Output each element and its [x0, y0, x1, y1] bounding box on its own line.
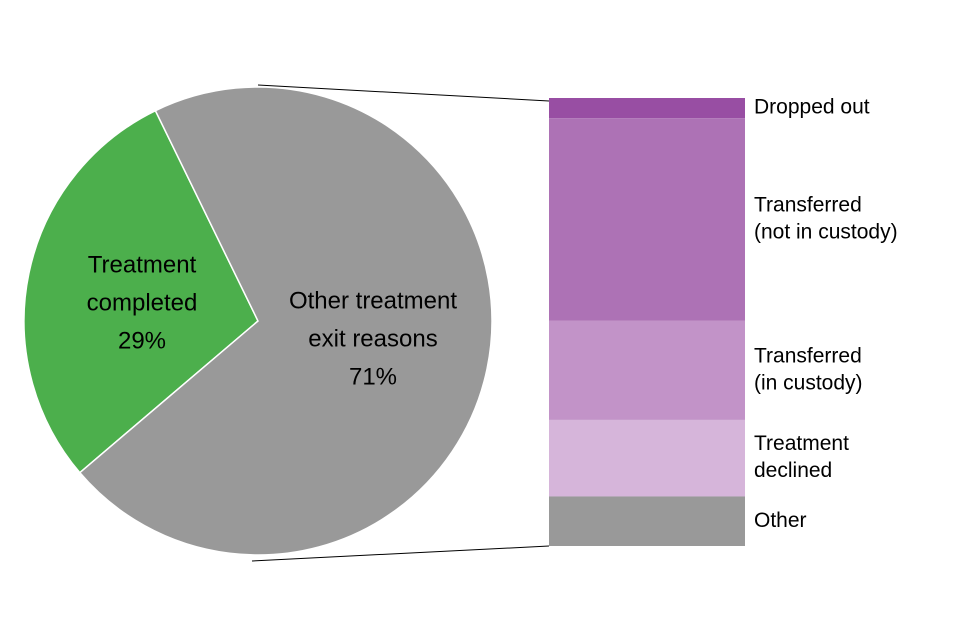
- pie-slice-1: [78, 86, 493, 556]
- pie-slice-value-0: 29%: [118, 327, 166, 354]
- pie-chart: [23, 86, 493, 556]
- connector-line-top: [257, 84, 550, 102]
- connector-line-bottom: [251, 545, 550, 562]
- pie-slice-label-1: exit reasons: [308, 325, 437, 352]
- bar-segment-label-1: Transferred: [754, 194, 862, 217]
- bar-segment-label-0: Dropped out: [754, 96, 870, 119]
- bar-segment-2: [549, 320, 745, 420]
- connector-lines: [251, 84, 550, 562]
- pie-slice-label-0: Treatment: [88, 251, 197, 278]
- bar-segment-3: [549, 419, 745, 497]
- bar-segment-0: [549, 98, 745, 119]
- bar-segment-label-4: Other: [754, 509, 807, 532]
- breakdown-bar: [549, 98, 745, 546]
- bar-segment-label-3: Treatment: [754, 432, 849, 455]
- bar-segment-label-2: Transferred: [754, 344, 862, 367]
- pie-slice-label-1: Other treatment: [289, 287, 457, 314]
- bar-segment-label-2: (in custody): [754, 371, 863, 394]
- pie-slice-label-0: completed: [87, 289, 198, 316]
- bar-segment-1: [549, 118, 745, 321]
- bar-segment-label-1: (not in custody): [754, 221, 898, 244]
- bar-segment-label-3: declined: [754, 459, 832, 482]
- pie-slice-value-1: 71%: [349, 363, 397, 390]
- chart-labels: Treatment completed 29% Other treatment exit…: [87, 96, 898, 532]
- bar-segment-4: [549, 496, 745, 546]
